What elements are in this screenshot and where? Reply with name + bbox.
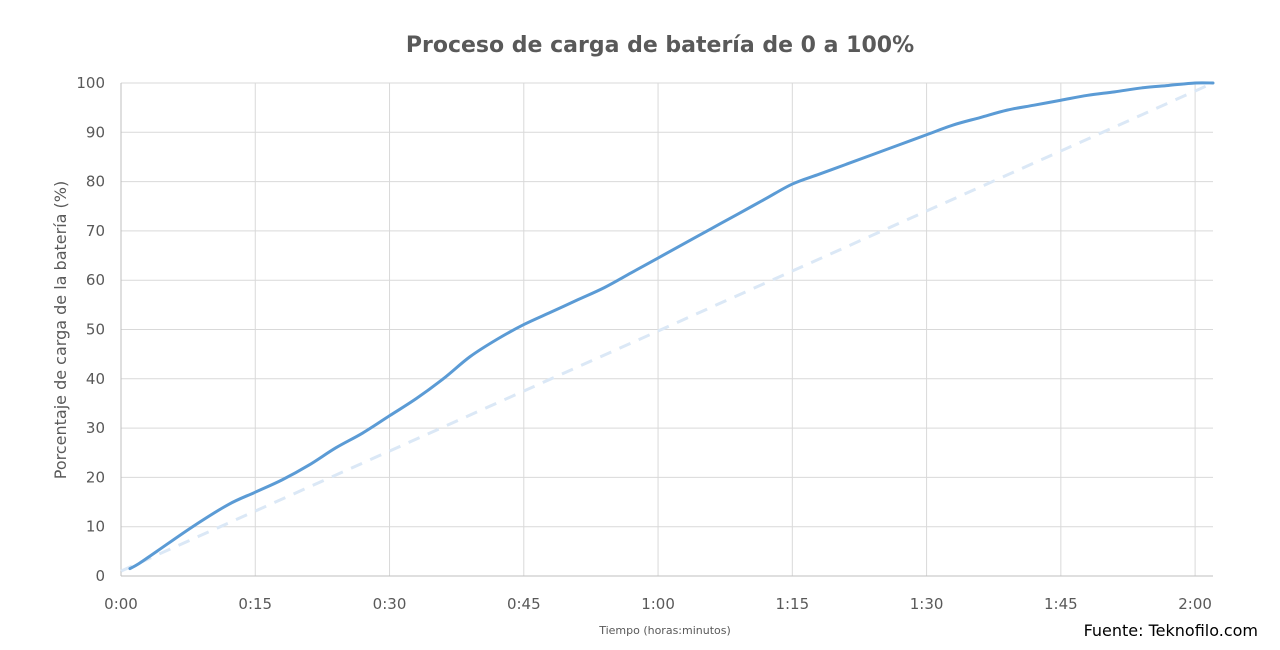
y-tick-labels: 0 10 20 30 40 50 60 70 80 90 100 [76, 74, 105, 585]
y-tick-label: 70 [86, 222, 105, 240]
y-tick-label: 90 [86, 123, 105, 141]
x-tick-label: 0:30 [373, 595, 407, 613]
y-tick-label: 30 [86, 419, 105, 437]
x-tick-label: 0:15 [238, 595, 272, 613]
y-tick-label: 50 [86, 321, 105, 339]
x-tick-label: 1:45 [1044, 595, 1078, 613]
x-tick-label: 1:00 [641, 595, 675, 613]
axes [120, 83, 1213, 577]
x-axis-label: Tiempo (horas:minutos) [598, 624, 731, 637]
x-tick-label: 1:30 [910, 595, 944, 613]
y-axis-label: Porcentaje de carga de la batería (%) [51, 181, 70, 479]
source-credit: Fuente: Teknofilo.com [1084, 621, 1258, 640]
x-tick-labels: 0:00 0:15 0:30 0:45 1:00 1:15 1:30 1:45 2:00 [104, 595, 1212, 613]
y-tick-label: 60 [86, 271, 105, 289]
y-tick-label: 40 [86, 370, 105, 388]
chart-title: Proceso de carga de batería de 0 a 100% [406, 33, 914, 58]
y-tick-label: 0 [95, 567, 105, 585]
x-tick-label: 2:00 [1178, 595, 1212, 613]
y-tick-label: 80 [86, 173, 105, 191]
x-tick-label: 0:45 [507, 595, 541, 613]
y-tick-label: 100 [76, 74, 105, 92]
x-tick-label: 0:00 [104, 595, 138, 613]
y-tick-label: 10 [86, 518, 105, 536]
series [120, 81, 1215, 573]
x-tick-label: 1:15 [775, 595, 809, 613]
y-tick-label: 20 [86, 468, 105, 486]
charge-curve-line [128, 81, 1215, 571]
reference-dashed-line [120, 81, 1214, 573]
